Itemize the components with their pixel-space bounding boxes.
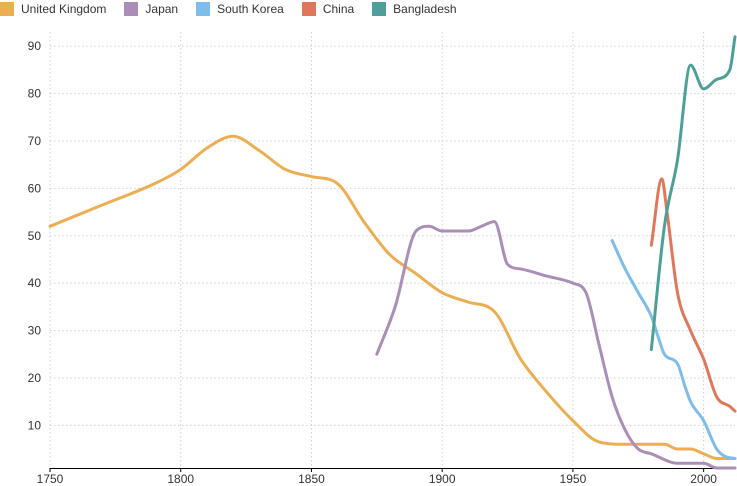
legend-label: Japan bbox=[145, 2, 179, 16]
legend-swatch bbox=[196, 2, 211, 16]
x-tick-label: 1750 bbox=[37, 472, 64, 486]
legend: United Kingdom Japan South Korea China Bangl… bbox=[0, 0, 457, 18]
x-tick-label: 1800 bbox=[167, 472, 194, 486]
legend-swatch bbox=[124, 2, 139, 16]
y-tick-label: 90 bbox=[28, 39, 42, 53]
y-tick-label: 70 bbox=[28, 134, 42, 148]
legend-label: South Korea bbox=[217, 2, 284, 16]
y-tick-label: 30 bbox=[28, 324, 42, 338]
x-tick-label: 2000 bbox=[690, 472, 717, 486]
legend-swatch bbox=[372, 2, 387, 16]
y-tick-label: 80 bbox=[28, 87, 42, 101]
legend-label: United Kingdom bbox=[21, 2, 107, 16]
y-tick-label: 40 bbox=[28, 276, 42, 290]
series-line-bangladesh bbox=[649, 35, 737, 352]
legend-item-south-korea[interactable]: South Korea bbox=[196, 2, 284, 16]
legend-label: China bbox=[322, 2, 355, 16]
axes: 10 20 30 40 50 60 70 80 90 1750 1800 1850 1900 1950 20… bbox=[28, 39, 735, 486]
legend-item-united-kingdom[interactable]: United Kingdom bbox=[0, 2, 106, 16]
y-tick-label: 10 bbox=[28, 418, 42, 432]
legend-label: Bangladesh bbox=[393, 2, 457, 16]
y-tick-label: 60 bbox=[28, 181, 42, 195]
x-tick-label: 1900 bbox=[429, 472, 456, 486]
series-line-japan bbox=[375, 220, 737, 470]
series-lines bbox=[48, 35, 737, 470]
series-line-united-kingdom bbox=[48, 134, 737, 461]
series-line-china bbox=[649, 177, 737, 413]
legend-item-japan[interactable]: Japan bbox=[124, 2, 178, 16]
legend-item-china[interactable]: China bbox=[301, 2, 355, 16]
series-line-south-korea bbox=[610, 239, 737, 461]
y-tick-label: 50 bbox=[28, 229, 42, 243]
x-tick-label: 1950 bbox=[560, 472, 587, 486]
legend-swatch bbox=[301, 2, 316, 16]
legend-item-bangladesh[interactable]: Bangladesh bbox=[372, 2, 457, 16]
grid bbox=[49, 32, 735, 468]
y-tick-label: 20 bbox=[28, 371, 42, 385]
legend-swatch bbox=[0, 2, 14, 16]
x-tick-label: 1850 bbox=[298, 472, 325, 486]
